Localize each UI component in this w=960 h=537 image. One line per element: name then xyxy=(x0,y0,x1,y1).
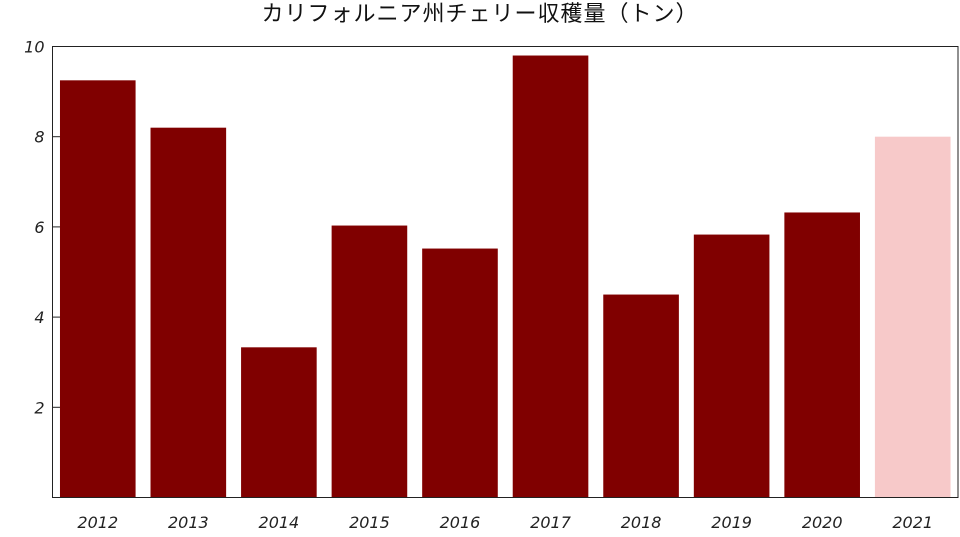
y-axis: 2 4 6 8 10 xyxy=(24,38,62,417)
chart-title: カリフォルニア州チェリー収穫量（トン） xyxy=(261,2,699,27)
bar-2017 xyxy=(512,55,589,498)
bar-2021 xyxy=(874,136,951,498)
x-tick-label: 2015 xyxy=(349,513,390,532)
bar-2015 xyxy=(331,225,408,498)
x-tick-label: 2013 xyxy=(168,513,209,532)
bar-2020 xyxy=(784,212,860,498)
y-tick-label: 6 xyxy=(34,218,44,237)
x-tick-label: 2021 xyxy=(892,513,933,532)
bar-2018 xyxy=(603,294,679,498)
x-tick-label: 2020 xyxy=(802,513,843,532)
bar-2014 xyxy=(241,347,317,498)
x-tick-label: 2017 xyxy=(530,513,572,532)
y-tick-label: 2 xyxy=(34,398,44,417)
y-tick-label: 8 xyxy=(34,128,44,147)
x-tick-label: 2018 xyxy=(621,513,662,532)
bar-2016 xyxy=(422,248,498,498)
bar-2013 xyxy=(150,127,227,498)
x-axis: 2012 2013 2014 2015 2016 2017 2018 2019 2020 2021 xyxy=(77,513,933,532)
y-tick-label: 10 xyxy=(24,38,44,57)
x-tick-label: 2012 xyxy=(77,513,118,532)
y-tick-label: 4 xyxy=(34,308,44,327)
bar-2019 xyxy=(693,234,770,498)
bar-2012 xyxy=(59,80,136,498)
plot-frame xyxy=(52,46,959,498)
x-tick-label: 2016 xyxy=(440,513,481,532)
bars xyxy=(59,55,951,498)
x-tick-label: 2014 xyxy=(259,513,300,532)
x-tick-label: 2019 xyxy=(711,513,752,532)
